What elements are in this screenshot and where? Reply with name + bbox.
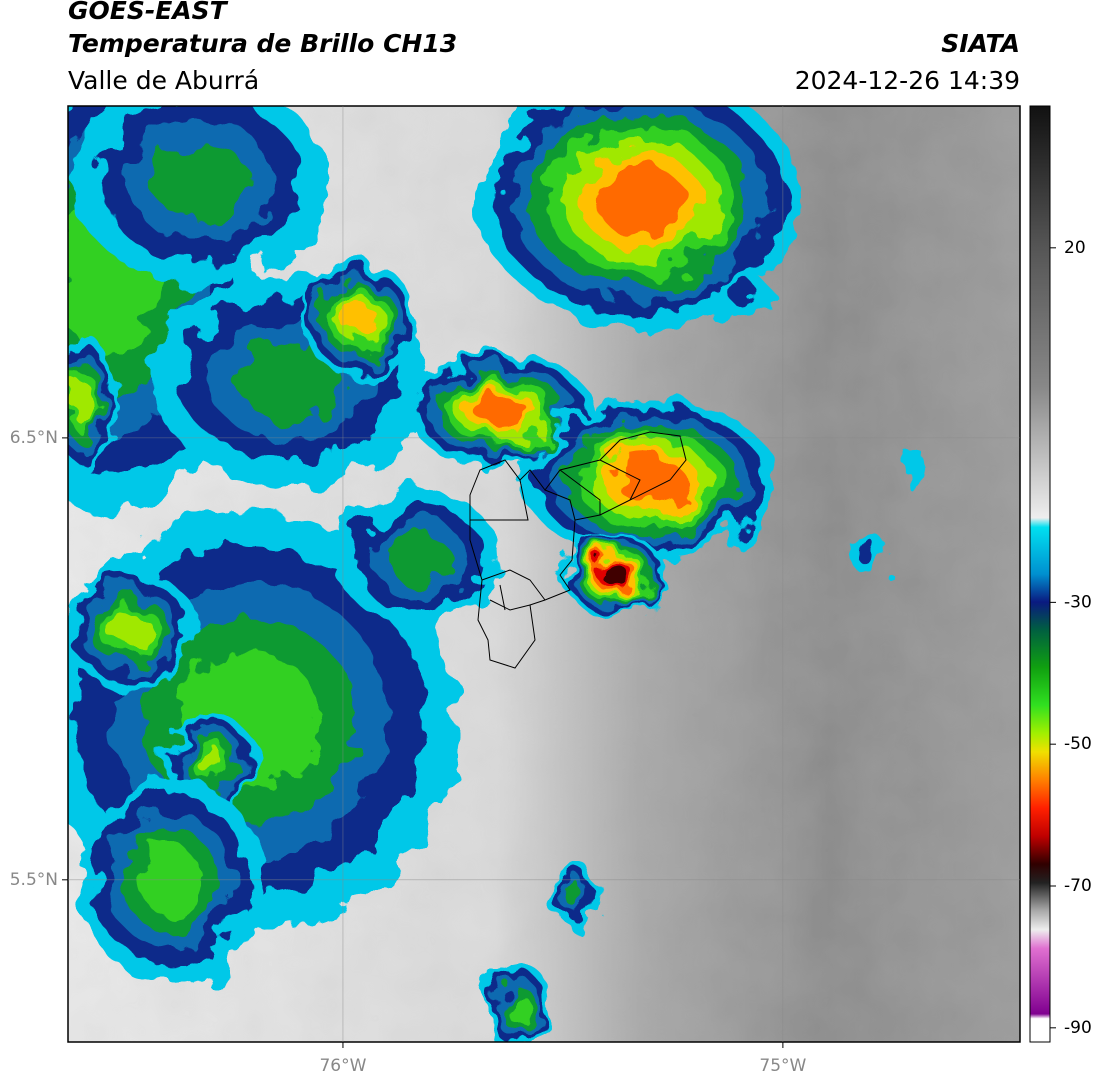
cloud-layer	[905, 447, 925, 493]
cloud-layer	[730, 282, 760, 308]
colorbar-tick-label: -50	[1064, 734, 1092, 754]
cloud-layer	[595, 164, 685, 236]
region: Valle de Aburrá	[68, 66, 259, 95]
cloud-layer	[508, 994, 532, 1026]
x-tick-label: 76°W	[319, 1056, 366, 1076]
cloud-layer	[856, 545, 884, 565]
municipal-boundaries	[469, 431, 687, 669]
cloud-layer	[108, 612, 152, 648]
datetime: 2024-12-26 14:39	[795, 66, 1020, 95]
colorbar-tick-label: -30	[1064, 592, 1092, 612]
cloud-layer	[474, 394, 526, 426]
cloud-layer	[343, 303, 377, 337]
cloud-layer	[151, 140, 249, 220]
subtitle: Temperatura de Brillo CH13	[68, 29, 457, 58]
source: SIATA	[941, 29, 1020, 58]
colorbar	[1029, 105, 1051, 1043]
cloud-layer	[614, 457, 686, 503]
satellite-image	[68, 106, 1020, 1042]
colorbar-tick-label: 20	[1064, 238, 1086, 258]
y-tick-label: 5.5°N	[10, 870, 58, 890]
title: GOES-EAST	[68, 0, 229, 25]
y-tick-label: 6.5°N	[10, 428, 58, 448]
colorbar-tick-label: -70	[1064, 876, 1092, 896]
cloud-layer	[195, 745, 225, 775]
colorbar-tick-label: -90	[1064, 1018, 1092, 1038]
map-frame	[67, 105, 1021, 1043]
x-tick-label: 75°W	[759, 1056, 806, 1076]
cloud-layer	[389, 533, 451, 587]
cloud-layer	[565, 882, 585, 908]
cloud-layer	[237, 340, 343, 420]
cloud-layer	[601, 564, 629, 586]
cloud-layer	[69, 378, 91, 422]
